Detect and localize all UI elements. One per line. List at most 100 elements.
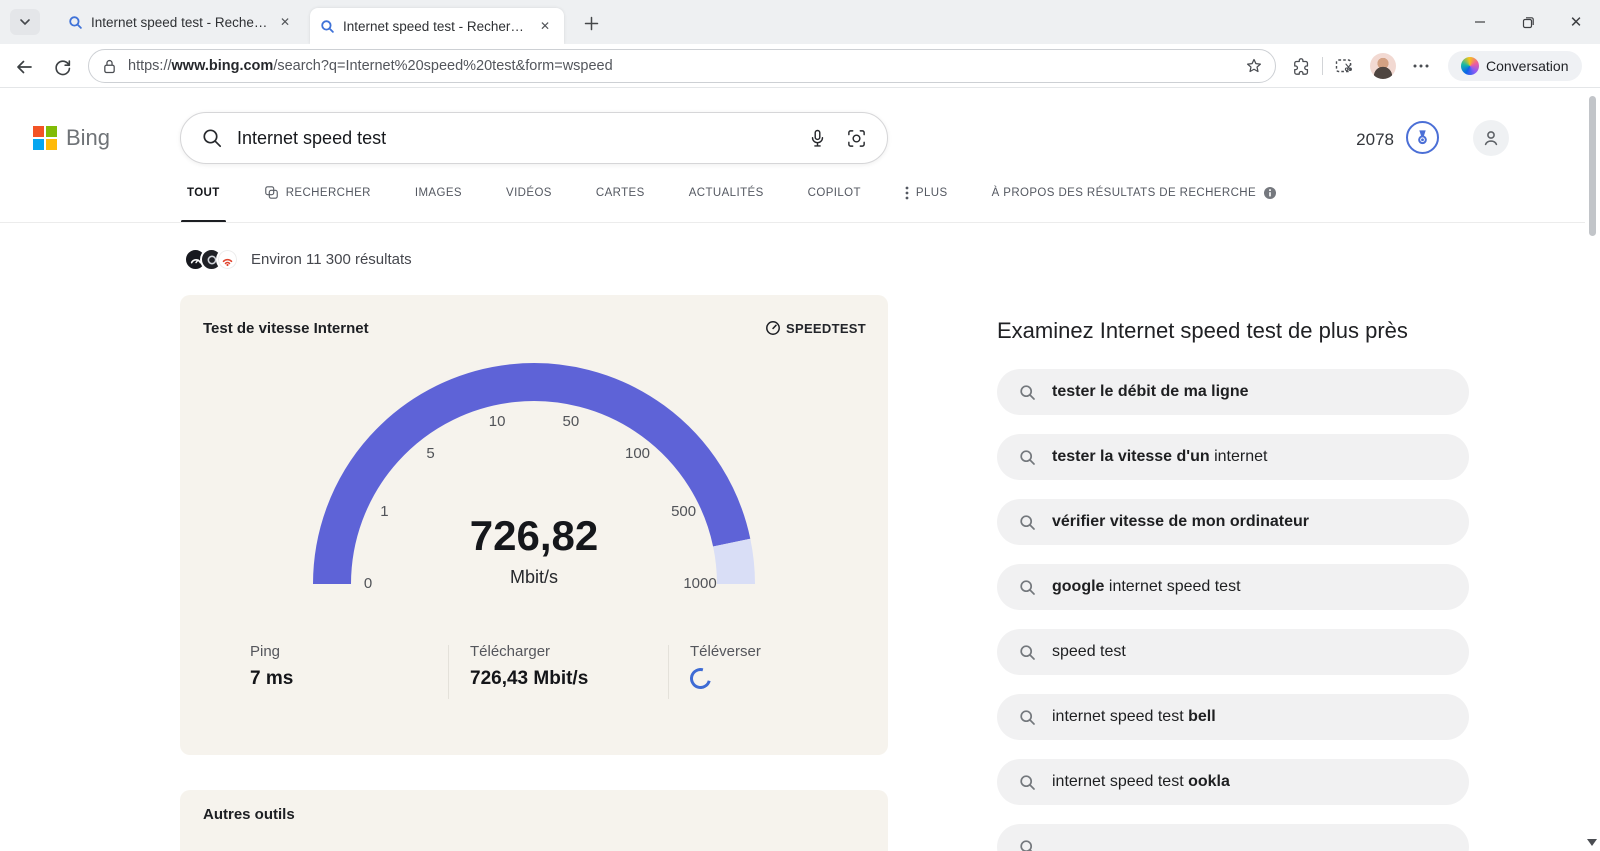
- ping-stat: Ping 7 ms: [250, 643, 293, 690]
- tab-copilot[interactable]: COPILOT: [807, 186, 861, 199]
- search-icon: [1020, 839, 1033, 851]
- tab-plus[interactable]: PLUS: [905, 186, 948, 200]
- related-search-pill-partial[interactable]: [997, 824, 1469, 851]
- search-icon: [1020, 709, 1035, 725]
- related-search-pill[interactable]: speed test: [997, 629, 1469, 675]
- vertical-dots-icon: [905, 186, 909, 199]
- tab-search-button[interactable]: [10, 9, 40, 35]
- tab-a-propos[interactable]: À PROPOS DES RÉSULTATS DE RECHERCHE: [992, 186, 1278, 200]
- search-icon: [1020, 579, 1035, 595]
- upload-stat: Téléverser: [686, 643, 761, 693]
- related-search-text: tester la vitesse d'un internet: [1052, 448, 1268, 465]
- speedtest-stats: Ping 7 ms Télécharger 726,43 Mbit/s Télé…: [180, 643, 888, 703]
- nav-divider: [0, 222, 1585, 223]
- url-path: /search?q=Internet%20speed%20test&form=w…: [273, 58, 613, 74]
- favorites-star-button[interactable]: [1245, 57, 1263, 75]
- download-label: Télécharger: [470, 643, 551, 660]
- close-button[interactable]: ✕: [1552, 0, 1600, 44]
- tab-close-icon[interactable]: ✕: [539, 19, 550, 33]
- address-bar[interactable]: https://www.bing.com/search?q=Internet%2…: [88, 49, 1276, 83]
- restore-button[interactable]: [1504, 0, 1552, 44]
- search-box[interactable]: Internet speed test: [180, 112, 888, 164]
- restore-icon: [1522, 16, 1534, 28]
- refresh-button[interactable]: [50, 55, 74, 79]
- search-query-text[interactable]: Internet speed test: [237, 127, 387, 148]
- copilot-icon: [1461, 57, 1479, 75]
- related-search-pill[interactable]: tester la vitesse d'un internet: [997, 434, 1469, 480]
- search-favicon: [321, 19, 334, 33]
- plus-icon: [584, 16, 598, 30]
- tab-title: Internet speed test - Recherche: [91, 14, 268, 30]
- related-searches-list: tester le débit de ma ligne tester la vi…: [997, 369, 1469, 851]
- tab-videos[interactable]: VIDÉOS: [506, 186, 552, 199]
- deep-search-icon: [264, 186, 278, 199]
- profile-avatar[interactable]: [1370, 53, 1396, 79]
- chevron-down-icon: [20, 19, 30, 26]
- settings-more-button[interactable]: [1412, 60, 1430, 72]
- url-domain: www.bing.com: [171, 58, 274, 74]
- serp-navigation: TOUT RECHERCHER IMAGES VIDÉOS CARTES ACT…: [181, 185, 1278, 223]
- browser-titlebar: Internet speed test - Recherche ✕ Intern…: [0, 0, 1600, 44]
- stats-divider: [448, 645, 449, 699]
- bing-logo[interactable]: Bing: [33, 125, 110, 151]
- browser-tab-inactive[interactable]: Internet speed test - Recherche ✕: [58, 6, 304, 38]
- stats-divider: [668, 645, 669, 699]
- gauge-icon: [766, 321, 780, 335]
- microphone-button[interactable]: [807, 128, 828, 149]
- page-scrollbar[interactable]: [1585, 88, 1600, 851]
- microsoft-squares-icon: [33, 126, 57, 150]
- minimize-icon: [1475, 21, 1485, 23]
- speedtest-brand[interactable]: SPEEDTEST: [765, 320, 866, 336]
- copilot-conversation-button[interactable]: Conversation: [1448, 51, 1582, 81]
- tab-tout[interactable]: TOUT: [181, 186, 226, 223]
- medal-icon: [1418, 130, 1427, 145]
- upload-spinner-icon: [686, 664, 715, 693]
- gauge-tick-label: 0: [364, 575, 372, 592]
- other-tools-card: Autres outils: [180, 790, 888, 851]
- minimize-button[interactable]: [1456, 0, 1504, 44]
- related-search-text: google internet speed test: [1052, 578, 1241, 595]
- visual-search-icon: [848, 129, 865, 147]
- search-icon: [1020, 449, 1035, 465]
- speedtest-widget-card: Test de vitesse Internet SPEEDTEST 726,8…: [180, 295, 888, 755]
- scrollbar-thumb[interactable]: [1589, 96, 1596, 236]
- screenshot-button[interactable]: [1334, 56, 1354, 76]
- browser-toolbar: https://www.bing.com/search?q=Internet%2…: [0, 44, 1600, 88]
- visual-search-button[interactable]: [846, 128, 867, 149]
- search-icon: [1020, 774, 1035, 790]
- rewards-points: 2078: [1356, 130, 1394, 149]
- scrollbar-down-arrow[interactable]: [1587, 839, 1597, 846]
- upload-label: Téléverser: [690, 643, 761, 660]
- ping-label: Ping: [250, 643, 281, 660]
- tab-actualites[interactable]: ACTUALITÉS: [688, 186, 764, 199]
- gauge-tick-label: 1: [380, 503, 388, 520]
- tab-close-icon[interactable]: ✕: [279, 15, 290, 29]
- related-search-pill[interactable]: google internet speed test: [997, 564, 1469, 610]
- related-search-pill[interactable]: tester le débit de ma ligne: [997, 369, 1469, 415]
- tab-images[interactable]: IMAGES: [414, 186, 462, 199]
- related-search-text: internet speed test bell: [1052, 708, 1216, 725]
- account-button[interactable]: [1473, 120, 1509, 156]
- search-icon: [1020, 514, 1035, 530]
- rewards-button[interactable]: [1406, 121, 1439, 154]
- related-search-pill[interactable]: internet speed test ookla: [997, 759, 1469, 805]
- new-tab-button[interactable]: [578, 10, 604, 36]
- tab-cartes[interactable]: CARTES: [595, 186, 645, 199]
- url-scheme: https://: [128, 58, 172, 74]
- related-search-pill[interactable]: vérifier vitesse de mon ordinateur: [997, 499, 1469, 545]
- related-search-pill[interactable]: internet speed test bell: [997, 694, 1469, 740]
- search-icon: [203, 129, 222, 148]
- search-favicon: [69, 15, 82, 29]
- back-button[interactable]: [12, 55, 36, 79]
- related-search-text: tester le débit de ma ligne: [1052, 383, 1249, 400]
- tab-rechercher[interactable]: RECHERCHER: [264, 185, 371, 200]
- search-icon: [1020, 644, 1035, 660]
- related-search-text: vérifier vitesse de mon ordinateur: [1052, 513, 1309, 530]
- related-search-text: internet speed test ookla: [1052, 773, 1230, 790]
- ping-value: 7 ms: [250, 668, 294, 689]
- microphone-icon: [811, 129, 824, 147]
- browser-tab-active[interactable]: Internet speed test - Recherche ✕: [310, 8, 564, 44]
- speedtest-brand-label: SPEEDTEST: [786, 320, 866, 336]
- results-count: Environ 11 300 résultats: [251, 251, 412, 268]
- extensions-button[interactable]: [1292, 56, 1312, 76]
